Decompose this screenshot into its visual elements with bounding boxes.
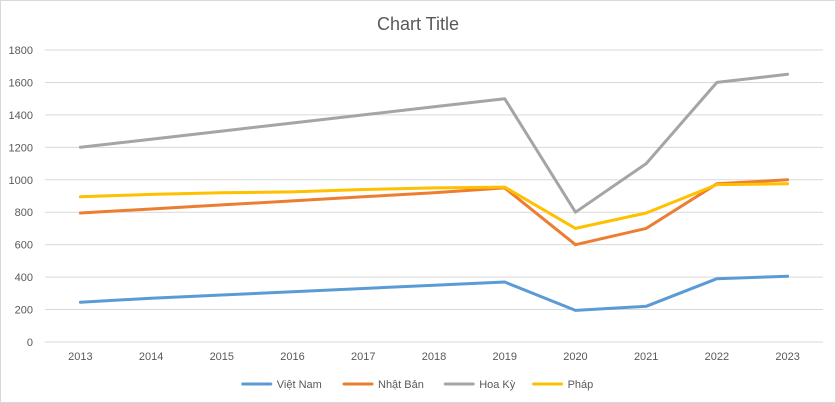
x-tick-label: 2015 <box>210 351 234 363</box>
x-tick-label: 2014 <box>139 351 163 363</box>
x-tick-label: 2021 <box>634 351 658 363</box>
x-tick-label: 2019 <box>492 351 516 363</box>
y-tick-label: 1000 <box>9 175 33 187</box>
y-tick-label: 1800 <box>9 45 33 57</box>
x-tick-label: 2020 <box>563 351 587 363</box>
chart-title: Chart Title <box>377 14 459 34</box>
y-tick-label: 0 <box>27 337 33 349</box>
y-tick-label: 800 <box>15 207 33 219</box>
x-tick-label: 2017 <box>351 351 375 363</box>
legend-label: Pháp <box>568 379 594 391</box>
y-tick-label: 1400 <box>9 110 33 122</box>
legend-label: Việt Nam <box>277 379 322 391</box>
x-tick-label: 2022 <box>705 351 729 363</box>
x-tick-label: 2016 <box>280 351 304 363</box>
y-tick-label: 1200 <box>9 142 33 154</box>
y-tick-label: 1600 <box>9 77 33 89</box>
series-line-nhat-ban <box>78 178 790 247</box>
series-line-hoa-ky <box>78 72 790 214</box>
x-tick-label: 2018 <box>422 351 446 363</box>
legend-label: Hoa Kỳ <box>479 379 516 391</box>
legend-label: Nhật Bản <box>378 379 424 391</box>
gridlines <box>45 49 823 343</box>
series-line-viet-nam <box>78 274 790 312</box>
x-axis: 2013 2014 2015 2016 2017 2018 2019 2020 2021 2022… <box>68 351 800 363</box>
x-tick-label: 2023 <box>775 351 799 363</box>
y-tick-label: 400 <box>15 272 33 284</box>
series-line-phap <box>78 182 790 230</box>
legend: Việt Nam Nhật Bản Hoa Kỳ Pháp <box>241 379 594 391</box>
x-tick-label: 2013 <box>68 351 92 363</box>
y-tick-label: 600 <box>15 240 33 252</box>
series-lines <box>78 72 790 312</box>
y-axis: 0 200 400 600 800 1000 1200 1400 1600 1800 <box>9 45 33 349</box>
y-tick-label: 200 <box>15 305 33 317</box>
